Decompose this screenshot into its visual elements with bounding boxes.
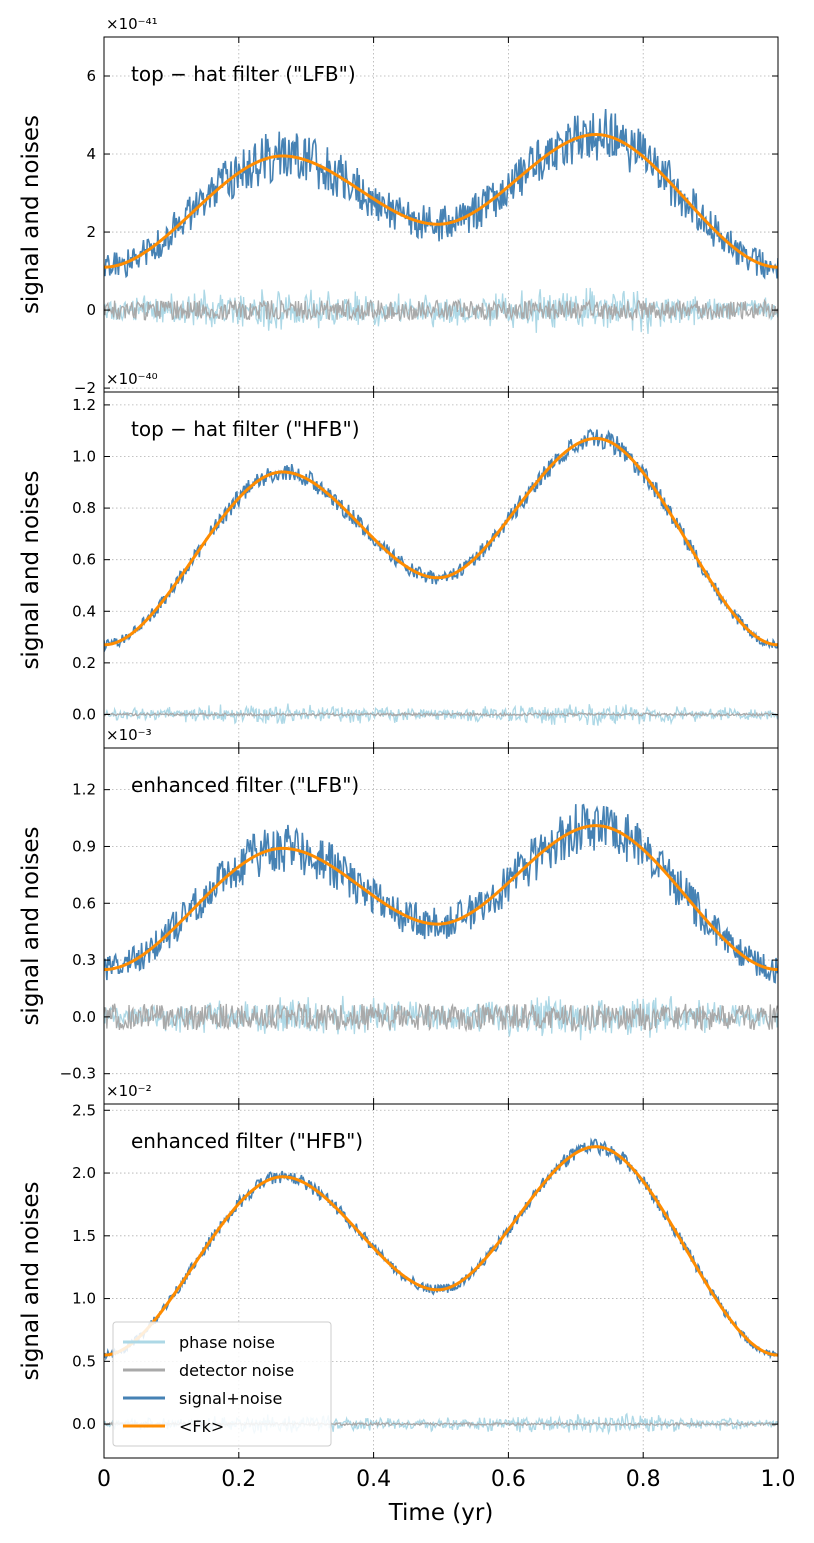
panel-4: 0.0 0.5 1.0 1.5 2.0 2.5 ×10⁻² enhanced filter (… <box>18 1082 779 1459</box>
legend-entry-label: signal+noise <box>179 1389 282 1408</box>
y-tick-label: 1.0 <box>72 1290 96 1308</box>
y-axis-label: signal and noises <box>18 470 44 669</box>
x-tick-label: 0.8 <box>626 1467 661 1492</box>
x-tick-label: 1.0 <box>761 1467 796 1492</box>
mean-signal-line <box>104 436 778 647</box>
legend: phase noise detector noise signal+noise <Fk… <box>112 1321 332 1447</box>
y-tick-label: 0.0 <box>72 1415 96 1433</box>
panel-frame <box>103 391 779 749</box>
y-offset-label: ×10⁻² <box>106 1082 152 1100</box>
y-tick-label: 0 <box>86 301 96 319</box>
panel-title: enhanced filter ("LFB") <box>131 773 359 797</box>
y-offset-label: ×10⁻⁴¹ <box>106 15 158 33</box>
panel-series <box>104 108 778 334</box>
y-axis-label: signal and noises <box>18 1181 44 1380</box>
y-tick-label: −0.3 <box>60 1065 96 1083</box>
detector-noise-line <box>104 297 778 322</box>
x-tick-label: 0.4 <box>356 1467 391 1492</box>
panel-1: −2 0 2 4 6 ×10⁻⁴¹ top − hat filter ("LFB") sign… <box>18 15 779 397</box>
y-tick-label: 0.2 <box>72 654 96 672</box>
y-tick-label: 1.5 <box>72 1227 96 1245</box>
y-offset-label: ×10⁻³ <box>106 726 152 744</box>
detector-noise-line <box>104 1002 778 1033</box>
y-tick-label: 1.2 <box>72 781 96 799</box>
panel-series <box>104 428 778 726</box>
y-tick-label: 0.0 <box>72 1008 96 1026</box>
shared-x-axis: Time (yr) <box>388 1500 494 1526</box>
mean-signal-line <box>104 133 778 269</box>
mean-signal-line <box>104 824 778 972</box>
y-tick-label: 6 <box>86 67 96 85</box>
mean-signal-line <box>104 1145 778 1357</box>
y-tick-label: 2 <box>86 223 96 241</box>
panel-title: top − hat filter ("LFB") <box>131 62 356 86</box>
y-tick-label: 0.6 <box>72 551 96 569</box>
panel-title: enhanced filter ("HFB") <box>131 1129 363 1153</box>
y-tick-label: 1.2 <box>72 396 96 414</box>
panel-3: −0.3 0.0 0.3 0.6 0.9 1.2 ×10⁻³ enhanced filter … <box>18 726 779 1105</box>
phase-noise-line <box>104 703 778 726</box>
legend-entry-label: phase noise <box>179 1333 275 1352</box>
y-tick-label: 0.9 <box>72 837 96 855</box>
panel-2: 0.0 0.2 0.4 0.6 0.8 1.0 1.2 ×10⁻⁴⁰ top − hat fil… <box>18 370 779 749</box>
y-tick-label: 2.0 <box>72 1164 96 1182</box>
y-tick-label: 0.6 <box>72 894 96 912</box>
y-offset-label: ×10⁻⁴⁰ <box>106 370 158 388</box>
y-tick-label: 4 <box>86 145 96 163</box>
x-tick-label: 0.6 <box>491 1467 526 1492</box>
y-axis-label: signal and noises <box>18 826 44 1025</box>
signal-plus-noise-line <box>104 803 778 984</box>
chart-panels: −2 0 2 4 6 ×10⁻⁴¹ top − hat filter ("LFB") sign… <box>18 15 796 1492</box>
detector-noise-line <box>104 711 778 718</box>
y-axis-label: signal and noises <box>18 115 44 314</box>
x-tick-label: 0 <box>97 1467 111 1492</box>
x-tick-label: 0.2 <box>221 1467 256 1492</box>
y-tick-label: 2.5 <box>72 1101 96 1119</box>
panel-series <box>104 803 778 1041</box>
legend-box <box>112 1321 332 1447</box>
y-tick-label: 0.8 <box>72 499 96 517</box>
y-tick-label: 0.4 <box>72 602 96 620</box>
y-tick-label: 0.5 <box>72 1352 96 1370</box>
y-tick-label: 0.0 <box>72 705 96 723</box>
y-tick-label: −2 <box>74 379 96 397</box>
panel-frame <box>103 1103 779 1459</box>
signal-plus-noise-line <box>104 108 778 280</box>
phase-noise-line <box>104 287 778 334</box>
x-axis-label: Time (yr) <box>388 1500 494 1526</box>
legend-entry-label: <Fk> <box>179 1417 224 1436</box>
y-tick-label: 0.3 <box>72 951 96 969</box>
panel-title: top − hat filter ("HFB") <box>131 417 360 441</box>
legend-entry-label: detector noise <box>179 1361 294 1380</box>
y-tick-label: 1.0 <box>72 447 96 465</box>
